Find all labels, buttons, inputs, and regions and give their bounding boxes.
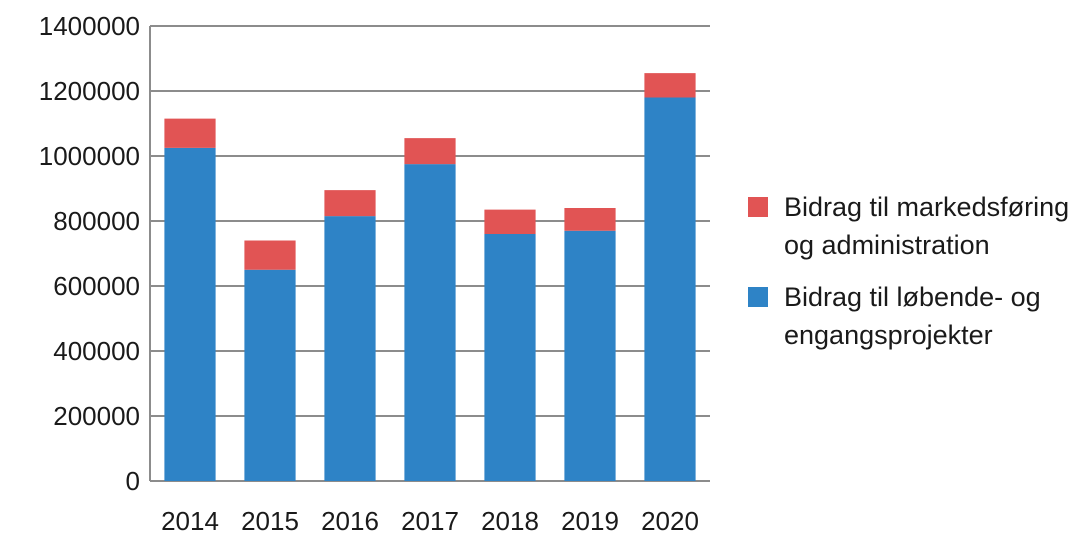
legend-item-marketing: Bidrag til markedsføring og administrati… bbox=[748, 188, 1090, 264]
bar-segment-2019-marketing bbox=[564, 208, 616, 231]
bar-segment-2020-projects bbox=[644, 97, 696, 481]
y-tick-label: 400000 bbox=[53, 336, 140, 366]
bar-segment-2019-projects bbox=[564, 230, 616, 481]
y-tick-label: 1400000 bbox=[39, 11, 140, 41]
bar-segment-2016-projects bbox=[324, 216, 376, 481]
bar-segment-2017-projects bbox=[404, 164, 456, 481]
bar-segment-2018-projects bbox=[484, 234, 536, 481]
legend-label-marketing: Bidrag til markedsføring og administrati… bbox=[784, 192, 1070, 260]
x-tick-label: 2019 bbox=[561, 506, 619, 533]
x-tick-label: 2017 bbox=[401, 506, 459, 533]
y-tick-label: 200000 bbox=[53, 401, 140, 431]
bar-segment-2015-projects bbox=[244, 269, 296, 481]
bar-segment-2014-marketing bbox=[164, 118, 216, 148]
y-tick-label: 800000 bbox=[53, 206, 140, 236]
x-tick-label: 2020 bbox=[641, 506, 699, 533]
chart-legend: Bidrag til markedsføring og administrati… bbox=[748, 188, 1090, 368]
y-tick-label: 1200000 bbox=[39, 76, 140, 106]
legend-swatch-projects bbox=[748, 287, 768, 307]
y-tick-label: 1000000 bbox=[39, 141, 140, 171]
bar-segment-2014-projects bbox=[164, 147, 216, 481]
x-tick-label: 2015 bbox=[241, 506, 299, 533]
x-tick-label: 2014 bbox=[161, 506, 219, 533]
legend-label-projects: Bidrag til løbende- og engangsprojekter bbox=[784, 282, 1041, 350]
bar-segment-2017-marketing bbox=[404, 138, 456, 165]
y-tick-label: 600000 bbox=[53, 271, 140, 301]
bar-segment-2015-marketing bbox=[244, 240, 296, 270]
legend-item-projects: Bidrag til løbende- og engangsprojekter bbox=[748, 278, 1090, 354]
x-tick-label: 2018 bbox=[481, 506, 539, 533]
bar-segment-2016-marketing bbox=[324, 190, 376, 217]
x-tick-label: 2016 bbox=[321, 506, 379, 533]
bar-segment-2018-marketing bbox=[484, 209, 536, 234]
bar-segment-2020-marketing bbox=[644, 73, 696, 98]
y-tick-label: 0 bbox=[126, 466, 140, 496]
legend-swatch-marketing bbox=[748, 197, 768, 217]
